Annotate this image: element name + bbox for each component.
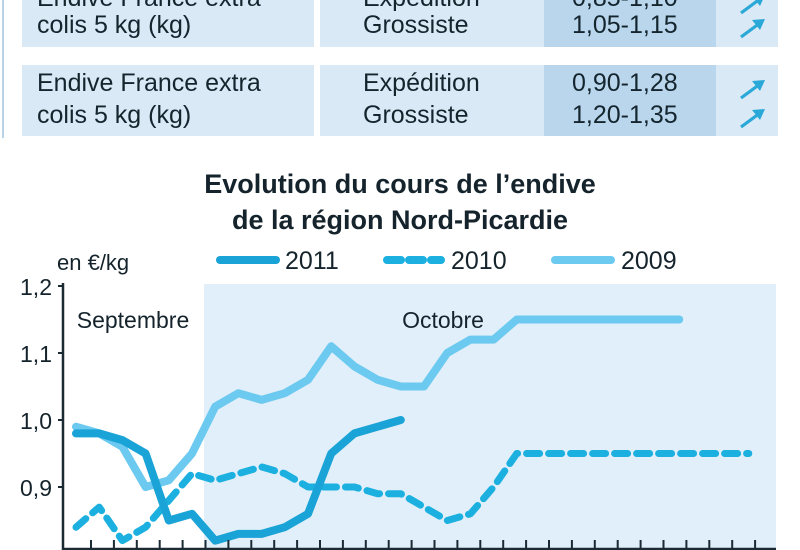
y-axis-unit: en €/kg <box>57 250 129 275</box>
price-table: Endive France extra colis 5 kg (kg) Expé… <box>0 0 800 138</box>
y-tick-label: 1,1 <box>20 341 52 367</box>
product-package: colis 5 kg (kg) <box>37 101 192 129</box>
chart-title: Evolution du cours de l’endive <box>204 169 596 199</box>
market-stage: Grossiste <box>363 101 469 129</box>
table-left-rule <box>2 0 4 138</box>
price-range: 1,05-1,15 <box>572 11 678 39</box>
period-label-septembre: Septembre <box>77 307 190 333</box>
market-stage: Expédition <box>363 0 480 14</box>
legend: 2011 2010 2009 <box>216 247 677 275</box>
series-line-2009 <box>72 315 684 491</box>
price-range: 0,85-1,10 <box>572 0 678 14</box>
up-right-arrow-icon <box>740 0 763 15</box>
up-right-arrow-icon <box>740 19 765 39</box>
price-range: 0,90-1,28 <box>572 69 678 97</box>
market-stage: Grossiste <box>363 11 469 39</box>
price-cell-band <box>544 65 716 136</box>
x-axis-ticks <box>90 540 757 550</box>
y-tick-label: 1,0 <box>20 408 52 434</box>
legend-label-2011: 2011 <box>285 247 339 275</box>
product-name: Endive France extra <box>37 0 261 14</box>
column-divider <box>314 0 320 47</box>
y-axis: 1,2 1,1 1,0 0,9 <box>20 274 63 501</box>
chart-subtitle: de la région Nord-Picardie <box>231 205 569 235</box>
octobre-region <box>204 284 776 550</box>
series-line-2010 <box>72 450 753 545</box>
y-tick-label: 0,9 <box>20 475 52 501</box>
price-evolution-chart: Evolution du cours de l’endive de la rég… <box>0 150 800 550</box>
up-right-arrow-icon <box>740 80 765 100</box>
series-layer <box>72 315 753 545</box>
septembre-region <box>63 284 204 550</box>
legend-label-2009: 2009 <box>621 247 677 275</box>
market-stage: Expédition <box>363 69 480 97</box>
product-package: colis 5 kg (kg) <box>37 11 192 39</box>
price-range: 1,20-1,35 <box>572 101 678 129</box>
row-divider <box>22 47 778 65</box>
price-cell-band <box>544 0 716 47</box>
chart-plot: 2011 2010 2009 en €/kg Septembre Octobre… <box>20 247 776 550</box>
series-line-2011 <box>72 416 405 545</box>
period-label-octobre: Octobre <box>402 307 484 333</box>
y-tick-label: 1,2 <box>20 274 52 300</box>
product-name: Endive France extra <box>37 69 261 97</box>
up-right-arrow-icon <box>740 109 765 129</box>
legend-label-2010: 2010 <box>451 247 507 275</box>
column-divider <box>314 65 320 136</box>
